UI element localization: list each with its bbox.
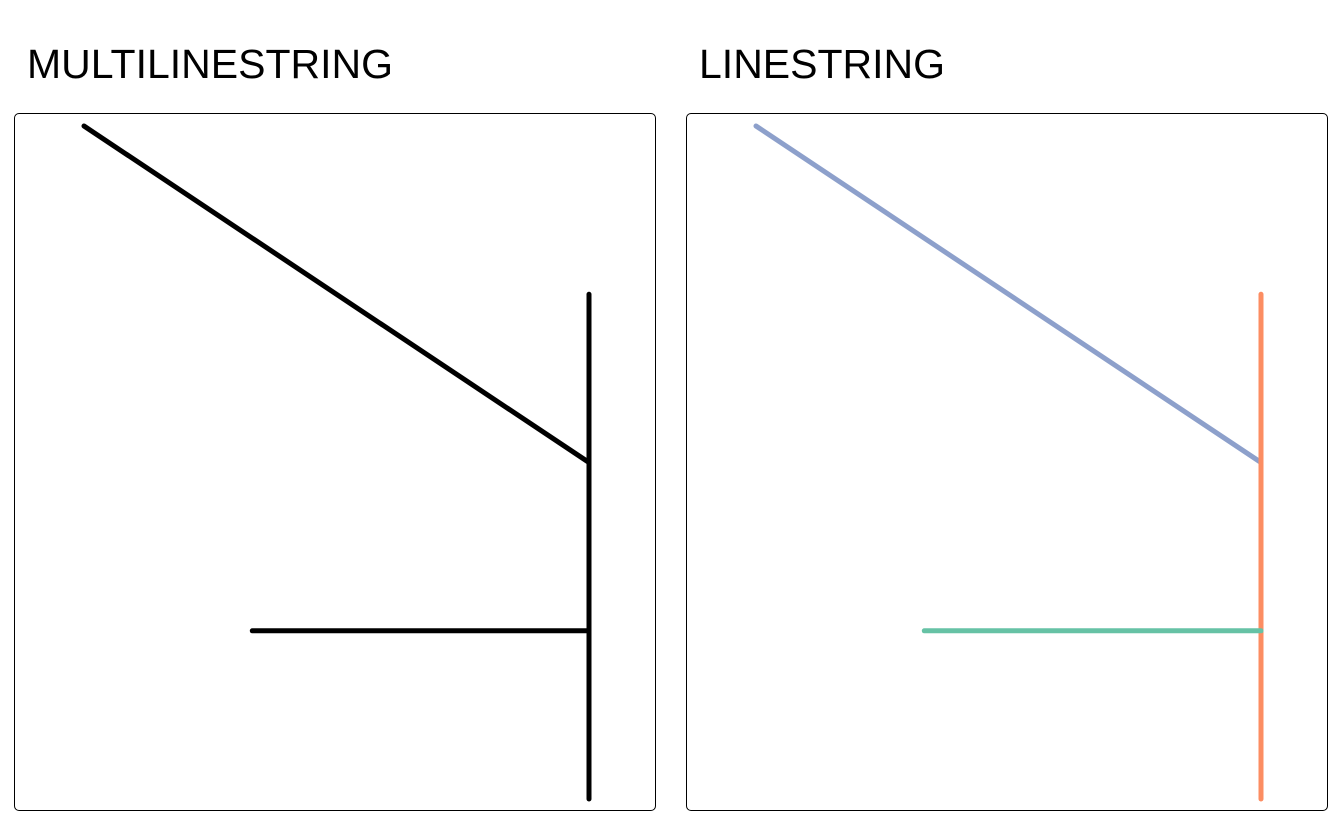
linestring-panel xyxy=(686,113,1328,811)
multilinestring-line-diagonal xyxy=(81,123,592,465)
multilinestring-title: MULTILINESTRING xyxy=(27,41,393,87)
linestring-title: LINESTRING xyxy=(699,41,946,87)
linestring-line-diagonal xyxy=(753,123,1264,465)
linestring-plot xyxy=(753,123,1264,802)
linestring-lines xyxy=(753,123,1264,802)
multilinestring-plot xyxy=(81,123,592,802)
multilinestring-lines xyxy=(81,123,592,802)
multilinestring-panel xyxy=(14,113,656,811)
